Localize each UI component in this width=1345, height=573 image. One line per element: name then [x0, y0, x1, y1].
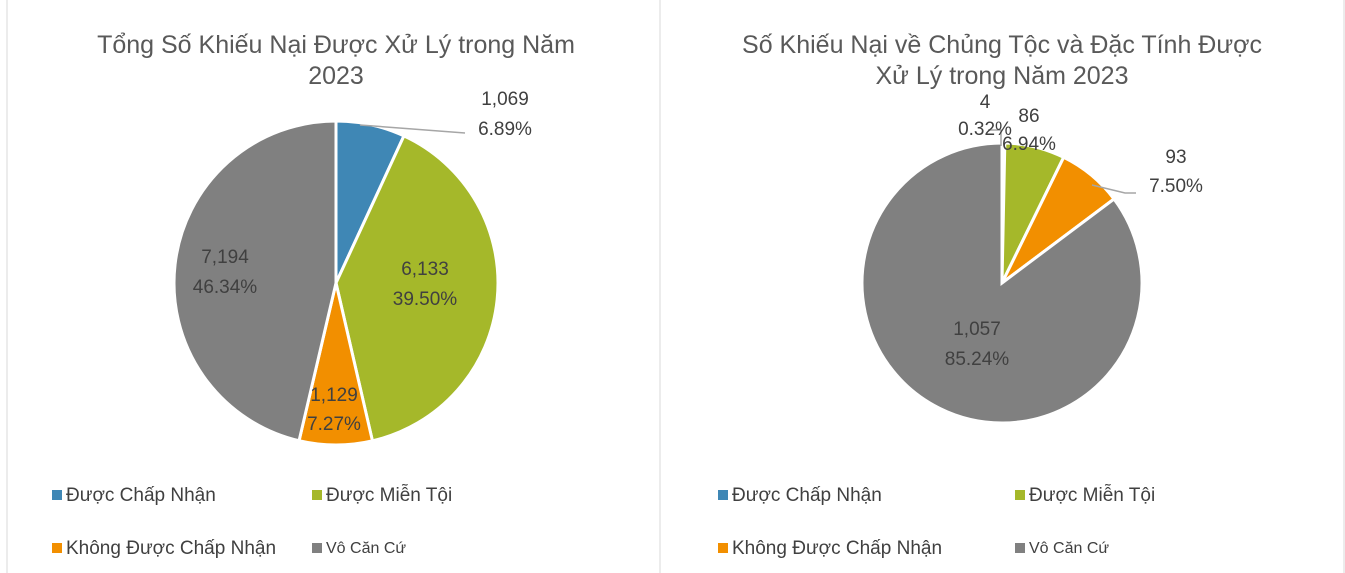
legend-swatch — [312, 490, 322, 500]
data-label: 85.24% — [945, 349, 1010, 370]
data-label: 39.50% — [393, 289, 458, 310]
legend-swatch — [52, 490, 62, 500]
data-label: 93 — [1165, 147, 1186, 168]
leader-line — [1091, 184, 1136, 194]
legend-label: Không Được Chấp Nhận — [66, 538, 276, 559]
legend-label: Được Chấp Nhận — [732, 485, 882, 506]
legend-swatch — [1015, 543, 1025, 553]
data-label: 46.34% — [193, 277, 258, 298]
data-label: 1,069 — [481, 89, 529, 110]
data-label: 1,057 — [953, 319, 1001, 340]
legend-label: Vô Căn Cứ — [1029, 540, 1109, 557]
data-label: 6.94% — [1002, 134, 1056, 155]
data-label: 0.32% — [958, 119, 1012, 140]
data-label: 1,129 — [310, 385, 358, 406]
legend-label: Được Miễn Tội — [326, 484, 452, 506]
legend-label: Được Miễn Tội — [1029, 484, 1155, 506]
data-label: 7.50% — [1149, 176, 1203, 197]
chart-title: Số Khiếu Nại về Chủng Tộc và Đặc Tính Đư… — [742, 31, 1262, 90]
data-label: 6,133 — [401, 259, 449, 280]
data-label: 7,194 — [201, 247, 249, 268]
data-label: 7.27% — [307, 414, 361, 435]
legend-label: Được Chấp Nhận — [66, 485, 216, 506]
legend-swatch — [312, 543, 322, 553]
legend-swatch — [718, 543, 728, 553]
leader-line — [988, 129, 1002, 146]
legend-label: Vô Căn Cứ — [326, 540, 406, 557]
legend-swatch — [1015, 490, 1025, 500]
pie-slice — [334, 133, 500, 443]
data-label: 86 — [1018, 106, 1039, 127]
legend-swatch — [52, 543, 62, 553]
leader-line — [359, 124, 466, 134]
legend-label: Không Được Chấp Nhận — [732, 538, 942, 559]
chart-title: Tổng Số Khiếu Nại Được Xử Lý trong Năm 2… — [97, 31, 575, 90]
legend-swatch — [718, 490, 728, 500]
data-label: 6.89% — [478, 119, 532, 140]
pie-slice — [172, 119, 338, 443]
data-label: 4 — [980, 92, 991, 113]
pie-slice — [860, 141, 1144, 425]
